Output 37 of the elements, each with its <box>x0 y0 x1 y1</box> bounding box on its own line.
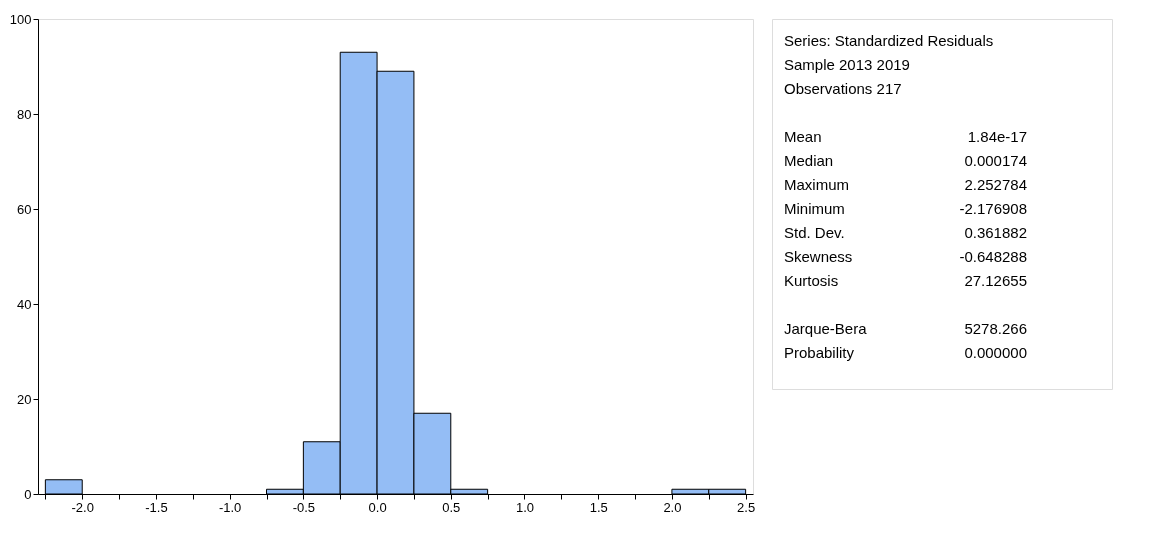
x-tick-label: -1.0 <box>218 499 242 515</box>
text: Jarque-Bera <box>784 320 868 337</box>
text: Median <box>784 152 834 169</box>
text: 0.361882 <box>964 224 1027 241</box>
text: Kurtosis <box>784 272 839 289</box>
text: 1.84e-17 <box>967 128 1027 145</box>
text: 0.000174 <box>964 152 1027 169</box>
text: Sample 2013 2019 <box>784 56 910 73</box>
text: Probability <box>784 344 855 361</box>
text: Skewness <box>784 248 853 265</box>
y-tick-label: 0 <box>24 486 32 502</box>
y-tick-label: 20 <box>17 391 32 407</box>
text: Mean <box>784 128 822 145</box>
text: 0.000000 <box>964 344 1027 361</box>
x-tick-label: -2.0 <box>71 499 94 515</box>
x-tick-label: -0.5 <box>292 499 316 515</box>
x-tick-label: 0.5 <box>442 499 461 515</box>
y-tick-label: 40 <box>17 296 32 312</box>
text: 27.12655 <box>964 272 1027 289</box>
x-tick-label: 2.0 <box>663 499 682 515</box>
text: -0.648288 <box>959 248 1027 265</box>
text: 2.252784 <box>964 176 1027 193</box>
text: 5278.266 <box>964 320 1027 337</box>
x-tick-label: 0.0 <box>368 499 387 515</box>
text: Minimum <box>784 200 845 217</box>
text: Observations 217 <box>784 80 902 97</box>
text: Std. Dev. <box>784 224 845 241</box>
x-tick-label: 2.5 <box>737 499 756 515</box>
x-tick-label: 1.5 <box>589 499 608 515</box>
text: Maximum <box>784 176 850 193</box>
y-tick-label: 100 <box>9 11 32 27</box>
x-tick-label: -1.5 <box>145 499 168 515</box>
text: -2.176908 <box>959 200 1027 217</box>
y-tick-label: 60 <box>17 201 32 217</box>
text: Series: Standardized Residuals <box>784 32 994 49</box>
x-tick-label: 1.0 <box>515 499 535 515</box>
y-tick-label: 80 <box>17 106 32 122</box>
